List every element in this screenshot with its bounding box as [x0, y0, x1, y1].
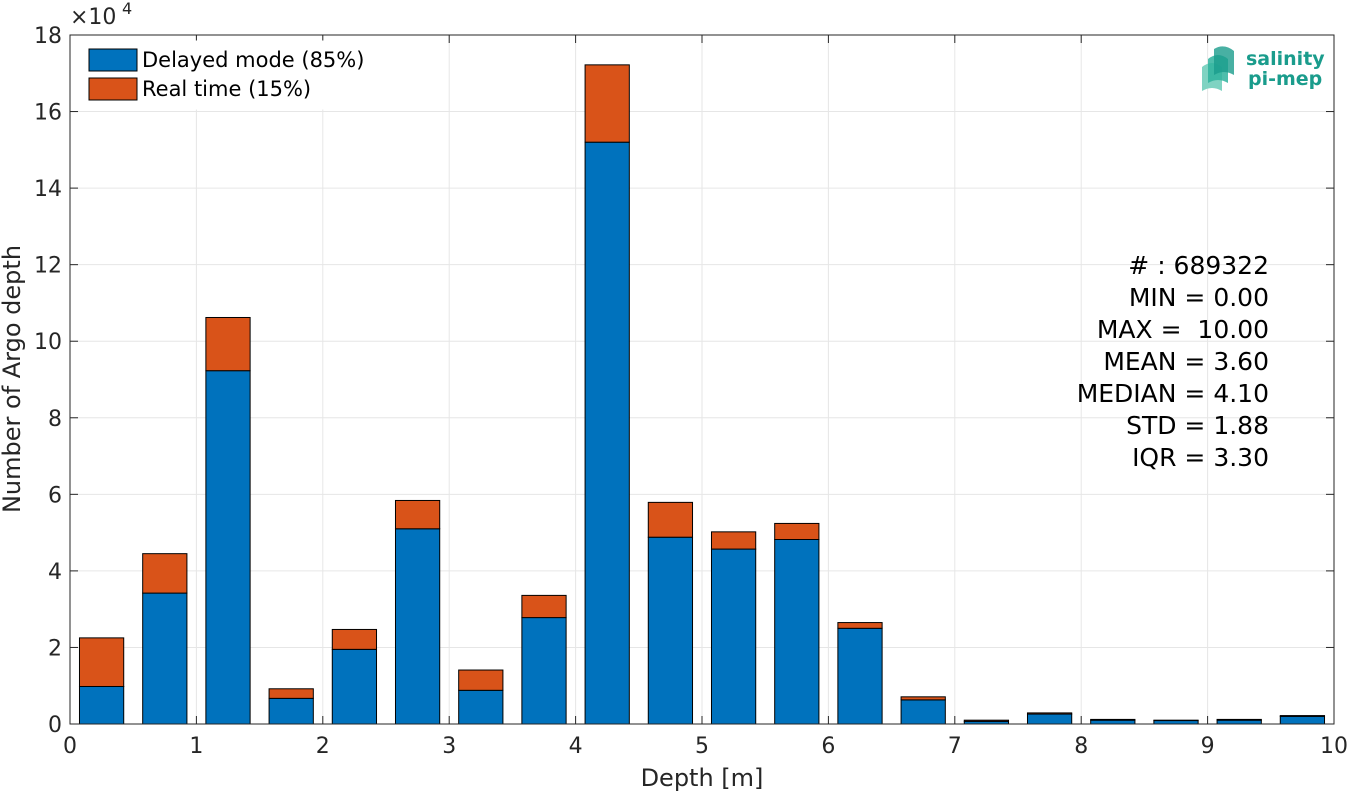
stat-mean: MEAN = 3.60: [1103, 347, 1269, 376]
y-tick-label: 10: [34, 330, 62, 355]
bars-group: [78, 64, 1326, 725]
y-tick-label: 8: [48, 407, 62, 432]
y-tick-label: 0: [48, 713, 62, 738]
bar-real-time: [647, 501, 694, 538]
x-tick-label: 3: [442, 734, 456, 759]
bar-real-time: [268, 688, 314, 699]
bar-delayed-mode: [584, 141, 630, 725]
bar-real-time: [142, 553, 188, 594]
legend-label-realtime: Real time (15%): [142, 77, 311, 101]
y-tick-label: 16: [34, 101, 62, 126]
legend-label-delayed: Delayed mode (85%): [142, 48, 364, 72]
bar-delayed-mode: [774, 539, 820, 725]
legend-swatch-delayed: [88, 48, 138, 72]
bar-real-time: [584, 64, 630, 143]
bar-real-time: [205, 316, 251, 372]
x-tick-label: 4: [569, 734, 583, 759]
stat-max: MAX = 10.00: [1096, 315, 1269, 344]
y-exponent-base: ×10: [70, 5, 116, 30]
bar-real-time: [963, 719, 1010, 722]
bar-delayed-mode: [331, 648, 378, 725]
x-tick-label: 6: [821, 734, 835, 759]
bar-real-time: [458, 669, 504, 691]
x-tick-label: 5: [695, 734, 709, 759]
bar-delayed-mode: [1026, 713, 1073, 725]
x-tick-label: 1: [189, 734, 203, 759]
bar-delayed-mode: [1090, 719, 1136, 725]
stat-count: # : 689322: [1128, 251, 1269, 280]
bar-real-time: [1216, 718, 1262, 721]
bar-real-time: [78, 637, 125, 687]
bar-real-time: [837, 622, 883, 629]
stat-iqr: IQR = 3.30: [1132, 443, 1269, 472]
ticks-group: [69, 34, 1335, 725]
y-tick-label: 2: [48, 636, 62, 661]
x-tick-label: 0: [63, 734, 77, 759]
x-axis-label: Depth [m]: [641, 764, 764, 792]
grid-lines: [70, 35, 1334, 724]
y-tick-label: 6: [48, 483, 62, 508]
bar-real-time: [331, 628, 378, 650]
stat-min: MIN = 0.00: [1128, 283, 1269, 312]
x-tick-label: 7: [948, 734, 962, 759]
stats-box: # : 689322 MIN = 0.00 MAX = 10.00 MEAN =…: [1077, 250, 1269, 474]
bar-real-time: [394, 499, 441, 530]
stat-std: STD = 1.88: [1126, 411, 1269, 440]
bar-delayed-mode: [647, 536, 694, 725]
legend-swatch-realtime: [88, 77, 138, 101]
legend: Delayed mode (85%) Real time (15%): [81, 40, 381, 110]
y-axis-label: Number of Argo depth: [0, 245, 26, 513]
bar-delayed-mode: [458, 689, 504, 725]
logo-text-pimep: pi-mep: [1248, 68, 1322, 90]
bar-delayed-mode: [1153, 720, 1199, 725]
salinity-pimep-logo: salinity pi-mep: [1202, 46, 1325, 91]
bar-delayed-mode: [521, 617, 567, 725]
bar-delayed-mode: [78, 685, 125, 725]
y-tick-label: 14: [34, 177, 62, 202]
bar-delayed-mode: [142, 592, 188, 725]
bar-delayed-mode: [394, 528, 441, 725]
logo-mark-icon: [1202, 46, 1234, 91]
x-tick-label: 9: [1201, 734, 1215, 759]
bar-delayed-mode: [1279, 715, 1326, 725]
x-tick-labels: 0 1 2 3 4 5 6 7 8 9 10: [63, 734, 1348, 759]
bar-delayed-mode: [710, 548, 757, 725]
y-tick-label: 12: [34, 254, 62, 279]
bar-delayed-mode: [268, 697, 314, 725]
x-tick-label: 8: [1074, 734, 1088, 759]
bar-real-time: [1090, 718, 1136, 721]
y-tick-labels: 0 2 4 6 8 10 12 14 16 18: [34, 24, 62, 738]
bar-real-time: [900, 696, 946, 701]
bar-delayed-mode: [205, 370, 251, 725]
y-tick-label: 18: [34, 24, 62, 49]
x-tick-label: 10: [1320, 734, 1348, 759]
logo-text-salinity: salinity: [1246, 48, 1325, 70]
bar-delayed-mode: [837, 627, 883, 725]
bar-real-time: [1026, 712, 1073, 715]
bar-real-time: [521, 594, 567, 619]
bar-delayed-mode: [900, 699, 946, 725]
stat-median: MEDIAN = 4.10: [1076, 379, 1269, 408]
bar-real-time: [774, 522, 820, 541]
bar-real-time: [710, 531, 757, 550]
bar-real-time: [1279, 715, 1326, 717]
y-tick-label: 4: [48, 560, 62, 585]
y-exponent-power: 4: [122, 0, 132, 18]
x-tick-label: 2: [316, 734, 330, 759]
bar-delayed-mode: [1216, 719, 1262, 725]
